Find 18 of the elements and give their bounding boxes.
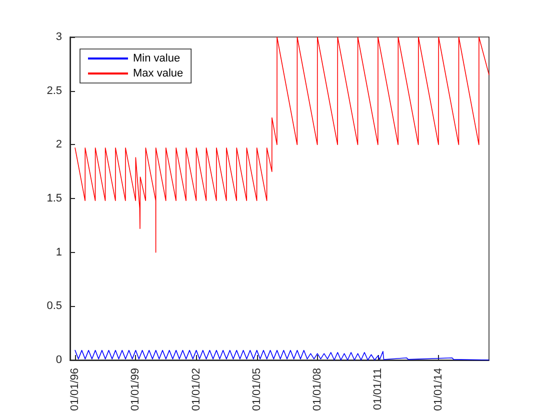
- y-tick-label: 1.5: [46, 192, 62, 204]
- line-series: [74, 36, 490, 253]
- x-tick-label: 01/01/14: [432, 368, 445, 411]
- x-tick-label: 01/01/02: [190, 368, 202, 411]
- x-tick-label: 01/01/08: [311, 368, 324, 411]
- line-series: [74, 350, 490, 360]
- y-tick-label: 2.5: [46, 84, 62, 97]
- y-tick-label: 0: [56, 354, 62, 366]
- x-tick-label: 01/01/99: [130, 368, 142, 411]
- y-tick-label: 0.5: [46, 300, 62, 312]
- x-tick-label: 01/01/11: [372, 368, 384, 410]
- y-tick-label: 3: [56, 31, 62, 43]
- x-tick-label: 01/01/05: [250, 368, 263, 411]
- legend-label: Min value: [133, 52, 180, 64]
- legend-label: Max value: [133, 68, 184, 80]
- x-tick-label: 01/01/96: [69, 368, 82, 411]
- y-tick-label: 1: [56, 246, 62, 258]
- y-tick-label: 2: [56, 138, 62, 151]
